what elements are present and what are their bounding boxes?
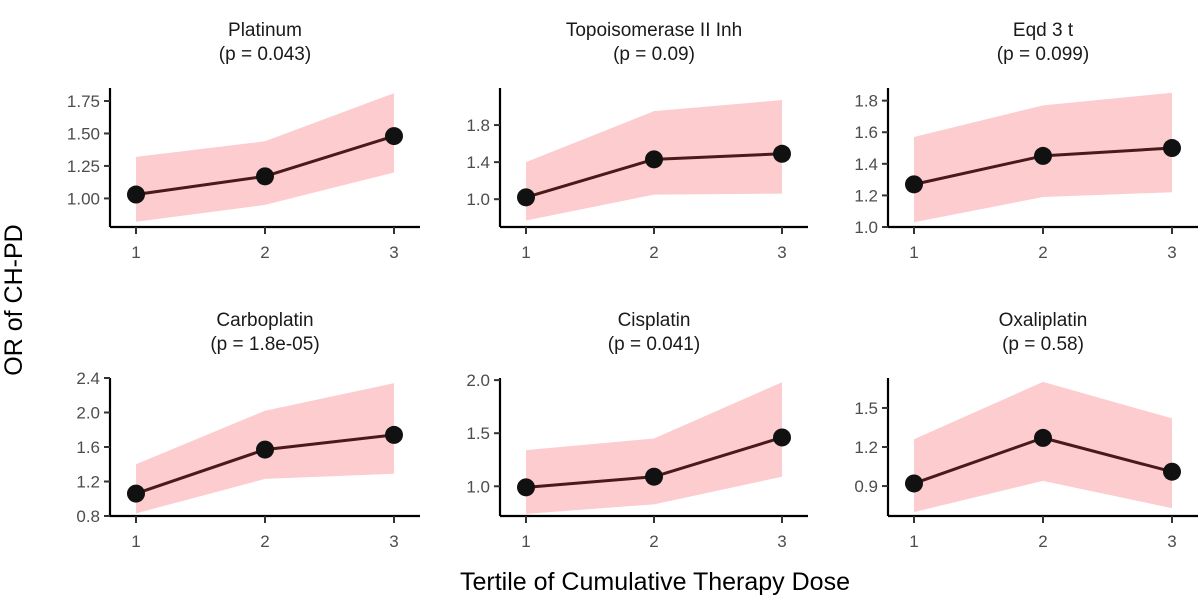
x-tick-label: 3 [1167,243,1176,262]
y-tick-label: 1.2 [854,438,878,457]
data-point [1163,139,1181,158]
y-tick-label: 1.8 [854,92,878,111]
panel-eqd-3-t: Eqd 3 t (p = 0.099) 1.0 1.2 1.4 1.6 1.8 1 2 3 [854,20,1198,262]
x-tick-label: 1 [909,532,918,551]
data-point [1163,462,1181,481]
y-tick-label: 1.6 [76,438,100,457]
x-tick-label: 3 [389,532,398,551]
confidence-ribbon [136,93,394,222]
panel-platinum: Platinum (p = 0.043) 1.00 1.25 1.50 1.75 1 2 3 [67,20,420,262]
x-tick-label: 2 [1038,243,1047,262]
y-tick-label: 1.00 [67,189,100,208]
x-tick-label: 3 [777,532,786,551]
y-tick-label: 1.50 [67,124,100,143]
x-tick-label: 2 [649,532,658,551]
panel-p-value: (p = 0.099) [997,44,1089,65]
data-point [385,425,403,444]
y-tick-label: 1.75 [67,92,100,111]
panel-title: Oxaliplatin [999,310,1088,331]
data-point [517,478,535,497]
data-point [1034,146,1052,165]
y-tick-label: 1.2 [854,186,878,205]
panel-title: Cisplatin [618,310,691,331]
x-tick-label: 2 [260,243,269,262]
x-tick-label: 1 [131,532,140,551]
y-tick-label: 1.8 [466,116,490,135]
y-tick-label: 1.0 [466,477,490,496]
x-tick-label: 1 [909,243,918,262]
data-point [127,185,145,204]
confidence-ribbon [914,381,1172,513]
y-tick-label: 2.0 [76,404,100,423]
panel-title: Topoisomerase II Inh [566,20,742,41]
panel-p-value: (p = 1.8e-05) [210,334,319,355]
y-axis-title: OR of CH-PD [0,224,28,375]
data-point [905,175,923,194]
x-tick-label: 3 [1167,532,1176,551]
panel-oxaliplatin: Oxaliplatin (p = 0.58) 0.9 1.2 1.5 1 2 3 [854,310,1198,551]
panel-title: Platinum [228,20,302,41]
panel-carboplatin: Carboplatin (p = 1.8e-05) 0.8 1.2 1.6 2.0 2.4 1… [76,310,420,551]
y-tick-label: 1.25 [67,157,100,176]
panel-topoisomerase-ii-inh: Topoisomerase II Inh (p = 0.09) 1.0 1.4 1.8 1… [466,20,808,262]
data-point [385,127,403,146]
y-tick-label: 1.5 [466,424,490,443]
y-tick-label: 1.0 [466,190,490,209]
data-point [773,428,791,447]
data-point [905,474,923,493]
y-tick-label: 1.0 [854,218,878,237]
x-tick-label: 2 [1038,532,1047,551]
y-tick-label: 1.4 [466,153,490,172]
y-tick-label: 1.6 [854,123,878,142]
x-tick-label: 1 [521,243,530,262]
data-point [1034,428,1052,447]
y-tick-label: 1.5 [854,399,878,418]
x-tick-label: 3 [777,243,786,262]
y-tick-label: 0.9 [854,477,878,496]
panel-title: Carboplatin [216,310,313,331]
x-tick-label: 2 [260,532,269,551]
x-tick-label: 3 [389,243,398,262]
data-point [773,144,791,163]
data-point [645,467,663,486]
x-tick-label: 1 [131,243,140,262]
x-tick-label: 2 [649,243,658,262]
data-point [256,440,274,459]
y-tick-label: 0.8 [76,507,100,526]
y-tick-label: 1.4 [854,155,878,174]
y-tick-label: 2.4 [76,369,100,388]
panel-grid: Platinum(p = 0.043)1.001.251.501.751 2 3To… [67,20,1198,551]
data-point [127,484,145,503]
data-point [517,188,535,207]
panel-p-value: (p = 0.09) [613,44,695,65]
x-axis-title: Tertile of Cumulative Therapy Dose [460,568,850,596]
panel-p-value: (p = 0.043) [219,44,311,65]
panel-p-value: (p = 0.58) [1002,334,1084,355]
panel-cisplatin: Cisplatin (p = 0.041) 1.0 1.5 2.0 1 2 3 [466,310,808,551]
x-tick-label: 1 [521,532,530,551]
y-tick-label: 2.0 [466,371,490,390]
panel-title: Eqd 3 t [1013,20,1074,41]
y-tick-label: 1.2 [76,473,100,492]
panel-p-value: (p = 0.041) [608,334,700,355]
data-point [256,167,274,186]
data-point [645,150,663,169]
